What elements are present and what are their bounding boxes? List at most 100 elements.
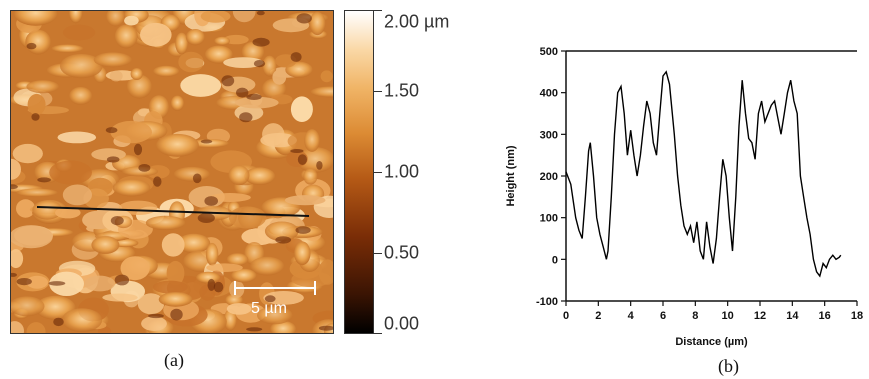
colorbar-label: 2.00 µm [384, 11, 450, 32]
height-profile-chart: -100 0 100 200 300 400 500 0 2 4 6 8 10 12 14 16 18 Dist… [470, 0, 869, 379]
afm-pit [290, 149, 304, 153]
afm-pit [153, 176, 162, 187]
afm-grain [229, 280, 245, 299]
x-tick-label: 6 [660, 310, 666, 322]
x-tick-label: 14 [786, 310, 799, 322]
afm-grain [26, 275, 48, 289]
afm-grain [208, 193, 251, 202]
x-tick-label: 18 [851, 310, 863, 322]
afm-grain [290, 96, 313, 122]
afm-grain [25, 29, 51, 55]
afm-pit [207, 278, 216, 291]
afm-pit [110, 216, 124, 226]
afm-grain [214, 36, 231, 46]
afm-pit [197, 213, 215, 223]
afm-grain [170, 95, 184, 111]
afm-pit [106, 156, 120, 163]
profile-chart-svg: -100 0 100 200 300 400 500 0 2 4 6 8 10 12 14 16 18 Dist… [505, 46, 863, 348]
afm-grain [112, 179, 151, 197]
afm-pit [133, 143, 143, 156]
afm-grain [173, 166, 210, 182]
afm-grain [272, 69, 287, 85]
afm-pit [53, 317, 64, 327]
x-tick-label: 4 [628, 310, 635, 322]
afm-grain [309, 11, 326, 36]
afm-grain [84, 275, 116, 292]
afm-grain [223, 57, 264, 68]
afm-grain [55, 207, 81, 219]
afm-grain [294, 241, 311, 266]
x-tick-label: 0 [563, 310, 569, 322]
afm-pit [290, 52, 302, 62]
afm-pit [170, 308, 183, 321]
afm-grain [228, 165, 250, 186]
colorbar-label: 0.50 [384, 242, 420, 263]
afm-grain [206, 263, 243, 272]
profile-line [36, 206, 310, 217]
x-axis-label: Distance (µm) [675, 336, 748, 348]
x-tick-label: 10 [722, 310, 734, 322]
afm-pit [192, 173, 202, 184]
afm-grain [62, 24, 96, 41]
afm-grain [156, 133, 199, 157]
afm-topography: 5 µm [11, 11, 333, 333]
afm-grain [27, 93, 46, 116]
afm-pit [297, 154, 307, 166]
afm-grain [102, 293, 138, 302]
colorbar-tick [374, 10, 382, 11]
afm-grain [264, 221, 299, 242]
afm-grain [310, 86, 333, 98]
afm-grain [178, 51, 204, 73]
afm-pit [26, 42, 37, 50]
colorbar-tick [374, 172, 382, 173]
afm-grain [141, 316, 167, 331]
afm-grain [93, 52, 132, 68]
afm-grain [235, 96, 279, 109]
afm-grain [262, 55, 277, 77]
afm-grain [152, 280, 188, 294]
colorbar-tick [374, 91, 382, 92]
afm-grain [109, 70, 123, 82]
y-tick-label: 100 [540, 213, 558, 225]
afm-grain [284, 195, 326, 206]
afm-grain [137, 293, 165, 315]
afm-grain [140, 22, 172, 47]
afm-grain [226, 303, 252, 315]
afm-pit [296, 13, 312, 24]
colorbar-tick [374, 253, 382, 254]
afm-pit [213, 281, 224, 293]
x-tick-label: 2 [595, 310, 601, 322]
afm-grain [62, 184, 92, 206]
y-tick-label: 500 [540, 46, 558, 58]
afm-grain [124, 15, 139, 26]
afm-grain [51, 44, 84, 53]
afm-grain [11, 158, 21, 180]
afm-grain [57, 131, 97, 144]
afm-grain [318, 259, 333, 285]
afm-grain [257, 306, 293, 325]
afm-grain [120, 256, 150, 281]
afm-pit [37, 177, 51, 183]
afm-grain [231, 268, 257, 283]
afm-grain [320, 70, 333, 83]
y-tick-label: 0 [552, 254, 558, 266]
afm-pit [11, 184, 18, 190]
chart-series [565, 70, 842, 278]
afm-grain [11, 296, 45, 317]
afm-grain [14, 11, 58, 26]
afm-grain [26, 80, 59, 94]
afm-grain [228, 206, 267, 229]
afm-pit [246, 327, 263, 332]
afm-pit [204, 196, 218, 206]
height-colorbar [344, 10, 374, 334]
afm-pit [114, 274, 130, 286]
afm-grain [196, 271, 221, 284]
afm-grain [177, 233, 211, 254]
afm-grain [61, 308, 103, 332]
afm-grain [205, 242, 219, 266]
afm-grain [26, 322, 46, 333]
y-tick-label: 400 [540, 88, 558, 100]
afm-grain [175, 32, 189, 55]
colorbar-label: 1.50 [384, 80, 420, 101]
afm-grain [185, 29, 205, 46]
